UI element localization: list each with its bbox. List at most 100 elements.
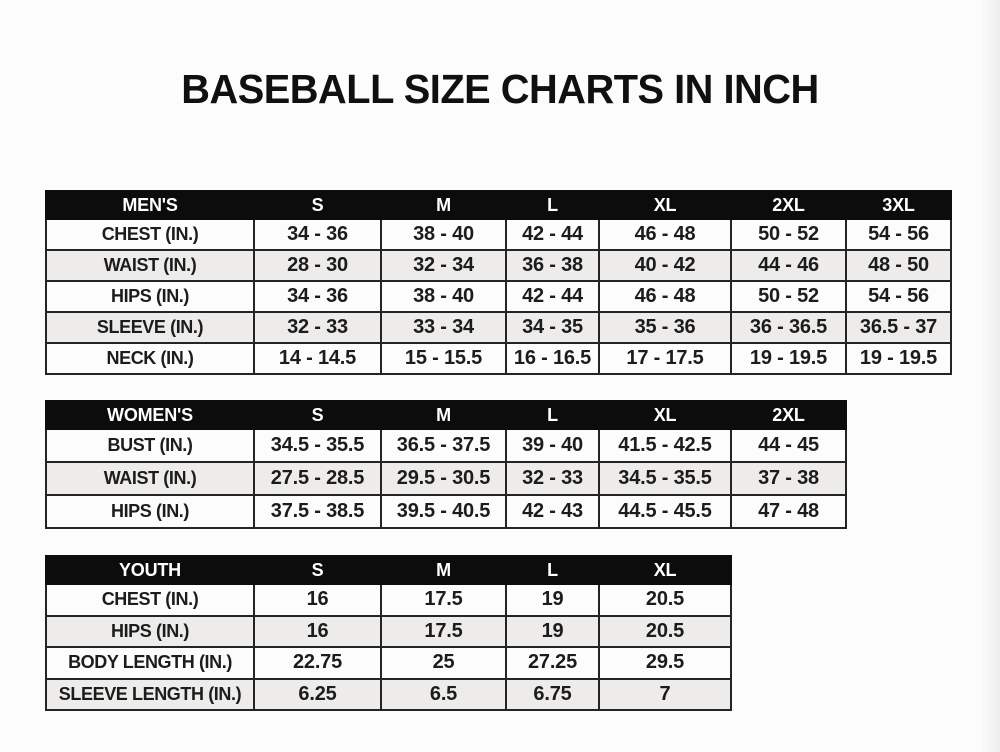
size-value-cell: 41.5 - 42.5: [598, 428, 732, 463]
size-value-cell: 20.5: [598, 583, 732, 617]
size-value-cell: 48 - 50: [845, 249, 952, 282]
size-column-header: L: [505, 555, 600, 585]
size-column-header: XL: [598, 190, 732, 220]
size-value-cell: 34 - 36: [253, 280, 382, 313]
size-column-header: 3XL: [845, 190, 952, 220]
size-value-cell: 34.5 - 35.5: [253, 428, 382, 463]
size-value-cell: 47 - 48: [730, 494, 847, 529]
size-value-cell: 17.5: [380, 583, 507, 617]
size-value-cell: 54 - 56: [845, 280, 952, 313]
size-value-cell: 6.25: [253, 677, 382, 711]
size-column-header: L: [505, 190, 600, 220]
measurement-label: HIPS (IN.): [45, 494, 255, 529]
measurement-label: BUST (IN.): [45, 428, 255, 463]
size-value-cell: 16: [253, 583, 382, 617]
size-value-cell: 44 - 46: [730, 249, 847, 282]
measurement-label: HIPS (IN.): [45, 614, 255, 648]
size-value-cell: 50 - 52: [730, 280, 847, 313]
size-value-cell: 50 - 52: [730, 218, 847, 251]
header-row: YOUTH S M L XL: [45, 555, 732, 585]
measurement-label: SLEEVE (IN.): [45, 311, 255, 344]
size-value-cell: 6.75: [505, 677, 600, 711]
size-value-cell: 35 - 36: [598, 311, 732, 344]
size-value-cell: 38 - 40: [380, 280, 507, 313]
size-value-cell: 44 - 45: [730, 428, 847, 463]
size-column-header: XL: [598, 400, 732, 430]
size-table-womens: WOMEN'S S M L XL 2XL BUST (IN.) 34.5 - 35.5 36.5…: [45, 400, 847, 529]
size-column-header: M: [380, 190, 507, 220]
size-value-cell: 32 - 33: [505, 461, 600, 496]
size-value-cell: 28 - 30: [253, 249, 382, 282]
size-value-cell: 19 - 19.5: [845, 342, 952, 375]
size-value-cell: 54 - 56: [845, 218, 952, 251]
measurement-row: WAIST (IN.) 27.5 - 28.5 29.5 - 30.5 32 - 33…: [45, 461, 847, 496]
size-column-header: M: [380, 400, 507, 430]
mens-size-table-container: MEN'S S M L XL 2XL 3XL CHEST (IN.) 34 - 36 38 - 4…: [45, 190, 952, 375]
size-value-cell: 17 - 17.5: [598, 342, 732, 375]
youth-size-table-container: YOUTH S M L XL CHEST (IN.) 16 17.5 19 20.5 HIPS (I…: [45, 555, 732, 711]
measurement-row: SLEEVE LENGTH (IN.) 6.25 6.5 6.75 7: [45, 677, 732, 711]
size-column-header: S: [253, 190, 382, 220]
size-column-header: L: [505, 400, 600, 430]
measurement-row: HIPS (IN.) 37.5 - 38.5 39.5 - 40.5 42 - 43 4…: [45, 494, 847, 529]
page-title: BASEBALL SIZE CHARTS IN INCH: [181, 66, 819, 112]
size-value-cell: 20.5: [598, 614, 732, 648]
measurement-label: CHEST (IN.): [45, 583, 255, 617]
womens-size-table-container: WOMEN'S S M L XL 2XL BUST (IN.) 34.5 - 35.5 36.5…: [45, 400, 847, 529]
size-value-cell: 46 - 48: [598, 280, 732, 313]
size-value-cell: 36 - 36.5: [730, 311, 847, 344]
size-table-youth: YOUTH S M L XL CHEST (IN.) 16 17.5 19 20.5 HIPS (I…: [45, 555, 732, 711]
size-value-cell: 37 - 38: [730, 461, 847, 496]
measurement-row: HIPS (IN.) 34 - 36 38 - 40 42 - 44 46 - 48 50…: [45, 280, 952, 313]
size-value-cell: 46 - 48: [598, 218, 732, 251]
size-column-header: 2XL: [730, 190, 847, 220]
measurement-label: BODY LENGTH (IN.): [45, 646, 255, 680]
size-value-cell: 19: [505, 614, 600, 648]
size-value-cell: 42 - 44: [505, 218, 600, 251]
size-column-header: 2XL: [730, 400, 847, 430]
size-value-cell: 36.5 - 37: [845, 311, 952, 344]
size-value-cell: 34 - 35: [505, 311, 600, 344]
size-value-cell: 39 - 40: [505, 428, 600, 463]
size-value-cell: 37.5 - 38.5: [253, 494, 382, 529]
size-value-cell: 34.5 - 35.5: [598, 461, 732, 496]
size-column-header: XL: [598, 555, 732, 585]
table-title-womens: WOMEN'S: [45, 400, 255, 430]
size-value-cell: 15 - 15.5: [380, 342, 507, 375]
size-value-cell: 7: [598, 677, 732, 711]
size-value-cell: 42 - 44: [505, 280, 600, 313]
size-value-cell: 42 - 43: [505, 494, 600, 529]
size-value-cell: 17.5: [380, 614, 507, 648]
size-value-cell: 25: [380, 646, 507, 680]
size-value-cell: 38 - 40: [380, 218, 507, 251]
size-column-header: S: [253, 555, 382, 585]
size-value-cell: 36 - 38: [505, 249, 600, 282]
size-value-cell: 19: [505, 583, 600, 617]
size-value-cell: 16: [253, 614, 382, 648]
measurement-row: SLEEVE (IN.) 32 - 33 33 - 34 34 - 35 35 - 36…: [45, 311, 952, 344]
size-column-header: S: [253, 400, 382, 430]
size-value-cell: 16 - 16.5: [505, 342, 600, 375]
size-value-cell: 39.5 - 40.5: [380, 494, 507, 529]
size-value-cell: 27.5 - 28.5: [253, 461, 382, 496]
measurement-row: HIPS (IN.) 16 17.5 19 20.5: [45, 614, 732, 648]
size-value-cell: 29.5: [598, 646, 732, 680]
size-value-cell: 36.5 - 37.5: [380, 428, 507, 463]
table-title-mens: MEN'S: [45, 190, 255, 220]
size-table-mens: MEN'S S M L XL 2XL 3XL CHEST (IN.) 34 - 36 38 - 4…: [45, 190, 952, 375]
size-column-header: M: [380, 555, 507, 585]
measurement-label: NECK (IN.): [45, 342, 255, 375]
measurement-row: CHEST (IN.) 16 17.5 19 20.5: [45, 583, 732, 617]
size-value-cell: 19 - 19.5: [730, 342, 847, 375]
size-value-cell: 27.25: [505, 646, 600, 680]
size-value-cell: 32 - 33: [253, 311, 382, 344]
size-value-cell: 44.5 - 45.5: [598, 494, 732, 529]
size-value-cell: 33 - 34: [380, 311, 507, 344]
header-row: WOMEN'S S M L XL 2XL: [45, 400, 847, 430]
size-value-cell: 6.5: [380, 677, 507, 711]
measurement-row: WAIST (IN.) 28 - 30 32 - 34 36 - 38 40 - 42 4…: [45, 249, 952, 282]
measurement-label: HIPS (IN.): [45, 280, 255, 313]
measurement-row: BODY LENGTH (IN.) 22.75 25 27.25 29.5: [45, 646, 732, 680]
measurement-row: NECK (IN.) 14 - 14.5 15 - 15.5 16 - 16.5 17 …: [45, 342, 952, 375]
